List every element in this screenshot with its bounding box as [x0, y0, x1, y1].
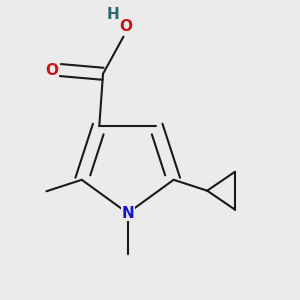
Text: H: H [107, 7, 119, 22]
Text: O: O [119, 20, 132, 34]
Text: O: O [46, 63, 59, 78]
Text: N: N [121, 206, 134, 221]
